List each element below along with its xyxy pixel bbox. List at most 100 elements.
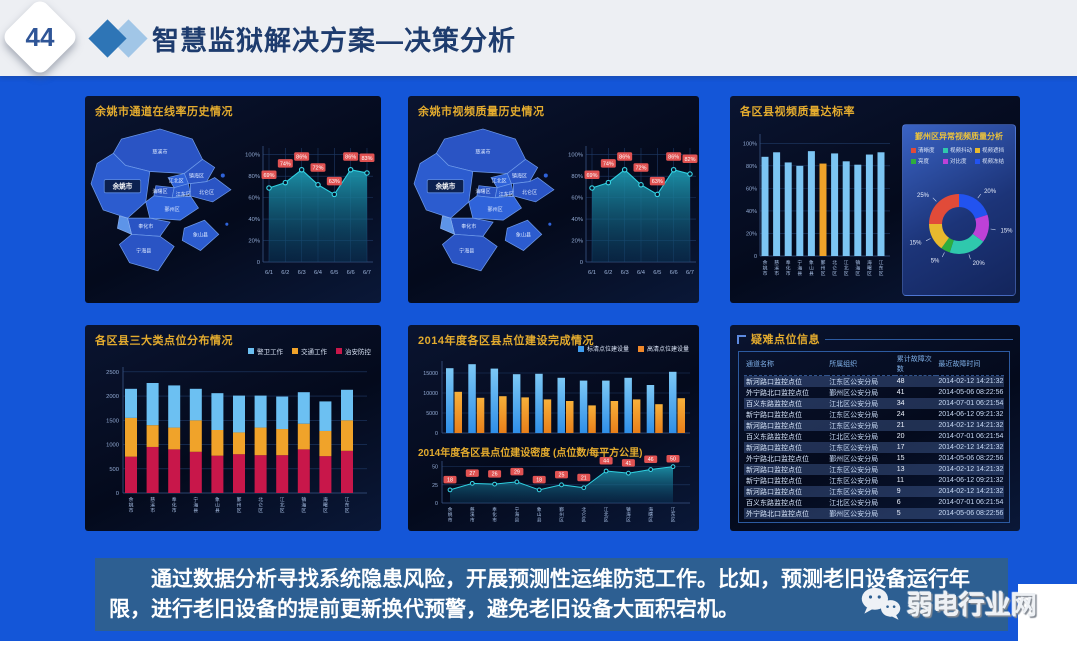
x-axis-label: 江 [280, 496, 285, 503]
map-label: 鄞州区 [165, 206, 180, 213]
panel-title: 余姚市视频质量历史情况 [418, 106, 545, 118]
map-label-box [103, 179, 142, 194]
fault-count-cell: 15 [896, 455, 905, 462]
x-axis-label: 山 [809, 264, 814, 271]
stacked-bar-segment [125, 417, 137, 457]
data-label-box [261, 170, 277, 179]
x-axis-label: 姚 [448, 511, 453, 518]
data-label-box [666, 455, 680, 463]
x-axis-label: 溪 [774, 264, 779, 271]
data-point [266, 185, 272, 191]
x-axis-label: 市 [129, 507, 134, 514]
table-row: 新宁路口监控点位 江东区公安分局 11 2014-06-12 09:21:32 [744, 475, 1004, 486]
pie-label: 20% [984, 189, 997, 195]
difficult-points-table: 通道名称 所属组织 累计故障次数 最近故障时间 新河路口监控点位 江东区公安分局 48 201… [738, 351, 1010, 523]
x-axis-label: 海 [867, 259, 872, 266]
x-axis-label: 区 [648, 517, 653, 522]
data-label-box [488, 470, 502, 478]
table-row: 新河路口监控点位 江东区公安分局 21 2014-02-12 14:21:32 [744, 420, 1004, 431]
table-row: 新河路口监控点位 江东区公安分局 13 2014-02-12 14:21:32 [744, 464, 1004, 475]
x-axis-label: 区 [832, 271, 837, 277]
data-label-box [599, 457, 613, 465]
x-axis-label: 州 [821, 265, 826, 271]
data-label: 25 [559, 472, 565, 478]
legend-swatch [975, 158, 980, 164]
org-cell: 江东区公安分局 [827, 464, 895, 475]
y-axis-tick: 2000 [106, 394, 119, 400]
table-header-row: 通道名称 所属组织 累计故障次数 最近故障时间 [744, 354, 1004, 376]
column-header: 所属组织 [827, 354, 895, 376]
construction-2014-svg: 15000 10000 5000 0 [423, 361, 690, 437]
map-island [543, 173, 548, 178]
y-axis-tick: 1500 [106, 418, 119, 424]
pie-label: 25% [917, 193, 930, 199]
data-label: 69% [263, 173, 274, 179]
map-label: 北仑区 [522, 189, 537, 196]
y-axis-tick: 25 [432, 483, 438, 489]
x-axis-label: 江 [604, 506, 609, 513]
map-label: 镇海区 [189, 173, 204, 180]
legend-item: 高清点位建设量 [637, 344, 689, 353]
x-axis-label: 北 [832, 259, 837, 266]
data-label-box [600, 159, 616, 168]
x-axis-label: 县 [537, 517, 542, 523]
data-label-box [682, 154, 698, 164]
x-axis-label: 余 [763, 259, 768, 266]
x-axis-label: 北 [258, 496, 263, 503]
legend-swatch [911, 158, 916, 164]
slide-header: 44 智慧监狱解决方案—决策分析 [0, 0, 1077, 77]
bar [819, 163, 827, 256]
legend-item: 视频遮挡 [975, 146, 1007, 154]
data-label-box [617, 152, 633, 161]
panel-title: 余姚市通道在线率历史情况 [95, 106, 233, 118]
x-axis-label: 海 [648, 506, 653, 513]
x-axis-label: 海 [323, 496, 328, 503]
panel-title: 疑难点位信息 [751, 334, 820, 346]
x-axis-label: 东 [879, 264, 884, 271]
bar-hd [677, 398, 685, 433]
pie-slice [941, 237, 954, 253]
y-axis-tick: 60% [571, 196, 583, 202]
map-label: 北仑区 [199, 189, 214, 196]
data-label-box [577, 473, 591, 482]
stacked-bar-segment [211, 455, 224, 493]
bar [854, 164, 862, 256]
map-region [468, 195, 522, 221]
x-axis-label: 鄞 [237, 496, 242, 503]
data-point [469, 480, 475, 486]
x-axis-label: 区 [879, 271, 884, 277]
video-quality-trend-chart: 100% 80% 60% 40% 20% 0 69% 74% 86% 72% 63% 86% 82% 6/… [562, 122, 702, 300]
x-axis-label: 海 [515, 511, 520, 518]
video-quality-trend-svg: 100% 80% 60% 40% 20% 0 69% 74% 86% 72% 63% 86% 82% 6/… [568, 146, 698, 276]
stacked-bar-segment [211, 393, 224, 430]
fault-count-cell: 24 [896, 411, 905, 418]
x-axis-label: 慈 [150, 496, 155, 503]
x-axis-label: 6/6 [347, 270, 355, 276]
stacked-bar-segment [341, 389, 353, 421]
bar-hd [499, 396, 507, 433]
panel-title: 各区县三大类点位分布情况 [95, 335, 233, 347]
bar-sd [669, 371, 677, 433]
fault-time-cell: 2014-06-12 09:21:32 [938, 477, 1004, 484]
x-axis-label: 6/3 [621, 270, 629, 276]
x-axis-label: 化 [492, 511, 497, 518]
org-cell: 江北区公安分局 [827, 398, 895, 409]
legend-swatch [292, 348, 298, 354]
table-row: 外宁路北口监控点位 鄞州区公安分局 15 2014-05-06 08:22:56 [744, 453, 1004, 464]
channel-name-cell: 新河路口监控点位 [744, 375, 828, 387]
points-stacked-bar-chart: 2500 2000 1500 1000 500 0 余姚市慈溪市奉化市宁海县象山县鄞州区北仑… [91, 357, 375, 529]
pie-slice [949, 233, 984, 254]
legend-swatch [975, 147, 980, 153]
y-axis-tick: 0 [435, 431, 438, 437]
x-axis-label: 区 [821, 271, 826, 277]
legend-label: 治安防控 [345, 349, 371, 356]
y-axis-tick: 0 [754, 254, 757, 260]
data-point [536, 487, 542, 493]
bar [807, 151, 815, 256]
map-region [118, 233, 175, 272]
x-axis-label: 象 [537, 506, 542, 512]
legend-label: 对比度 [950, 159, 967, 165]
x-axis-label: 区 [844, 271, 849, 277]
